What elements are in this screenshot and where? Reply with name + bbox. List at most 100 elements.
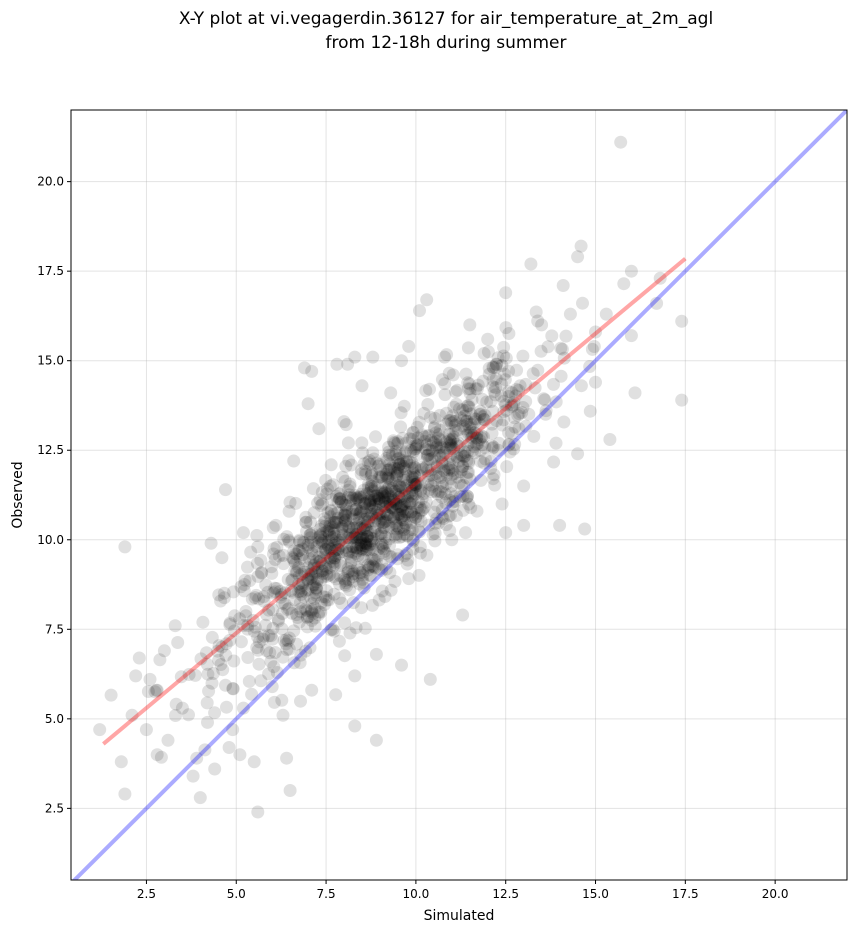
- data-point: [353, 577, 367, 591]
- data-point: [450, 450, 464, 463]
- data-point: [324, 504, 338, 518]
- data-point: [556, 279, 570, 292]
- data-point: [424, 433, 438, 447]
- data-point: [280, 530, 294, 544]
- data-point: [389, 444, 403, 458]
- data-point: [359, 464, 373, 478]
- data-point: [427, 421, 441, 435]
- data-point: [486, 404, 500, 418]
- data-point: [269, 518, 283, 532]
- data-point: [394, 492, 408, 506]
- data-point: [486, 472, 500, 486]
- data-point: [154, 750, 168, 764]
- data-point: [382, 480, 396, 494]
- data-point: [337, 511, 350, 525]
- data-point: [277, 532, 291, 546]
- data-point: [394, 406, 408, 420]
- data-point: [463, 421, 477, 434]
- data-point: [395, 498, 409, 512]
- data-point: [408, 478, 422, 491]
- data-point: [461, 382, 475, 396]
- data-point: [293, 534, 307, 548]
- data-point: [334, 559, 348, 573]
- data-point: [318, 598, 331, 611]
- data-point: [473, 417, 487, 431]
- data-point: [254, 553, 268, 567]
- data-point: [559, 329, 573, 343]
- data-point: [263, 646, 277, 660]
- data-point: [379, 484, 393, 498]
- data-point: [422, 448, 436, 462]
- data-point: [400, 529, 414, 543]
- data-point: [423, 382, 436, 396]
- data-point: [497, 413, 511, 427]
- data-point: [507, 442, 521, 456]
- data-point: [315, 564, 329, 578]
- data-point: [287, 554, 301, 568]
- data-point: [405, 494, 419, 508]
- data-point: [385, 448, 399, 461]
- data-point: [357, 489, 371, 503]
- data-point: [278, 597, 292, 611]
- data-point: [392, 458, 406, 471]
- data-point: [262, 629, 276, 643]
- data-point: [478, 452, 492, 466]
- data-point: [365, 598, 379, 612]
- data-point: [349, 503, 363, 516]
- data-point: [376, 516, 390, 530]
- data-point: [438, 388, 452, 402]
- data-point: [350, 528, 364, 542]
- data-point: [204, 536, 218, 550]
- data-point: [342, 488, 356, 502]
- data-point: [406, 484, 419, 497]
- data-point: [283, 535, 296, 549]
- data-point: [313, 493, 327, 507]
- data-point: [372, 562, 386, 576]
- data-point: [287, 624, 301, 638]
- data-point: [295, 567, 309, 581]
- data-point: [502, 385, 516, 399]
- data-point: [364, 569, 378, 582]
- data-point: [449, 414, 463, 428]
- data-point: [436, 480, 450, 493]
- data-point: [277, 557, 290, 571]
- y-tick-label: 2.5: [45, 801, 64, 815]
- data-point: [274, 588, 288, 602]
- data-point: [349, 546, 363, 560]
- data-point: [430, 460, 444, 474]
- data-point: [315, 564, 329, 578]
- data-point: [378, 530, 392, 544]
- data-point: [402, 572, 416, 586]
- data-point: [350, 541, 364, 555]
- data-point: [547, 455, 561, 469]
- data-point: [262, 603, 276, 617]
- data-point: [281, 603, 295, 616]
- data-point: [360, 518, 374, 532]
- data-point: [400, 557, 414, 571]
- data-point: [282, 642, 296, 656]
- data-point: [461, 490, 474, 503]
- data-point: [267, 695, 281, 709]
- data-point: [304, 515, 317, 529]
- data-point: [227, 654, 241, 668]
- data-point: [383, 462, 396, 476]
- data-point: [348, 350, 362, 364]
- data-point: [571, 250, 585, 264]
- data-point: [374, 514, 388, 528]
- data-point: [430, 459, 444, 473]
- data-point: [287, 656, 301, 670]
- data-point: [371, 491, 385, 505]
- data-point: [296, 576, 310, 589]
- data-point: [311, 496, 325, 510]
- x-tick-label: 5.0: [227, 887, 246, 901]
- data-point: [352, 511, 366, 525]
- data-point: [404, 505, 418, 519]
- data-point: [252, 635, 266, 649]
- data-point: [442, 427, 456, 441]
- data-point: [251, 630, 265, 644]
- data-point: [333, 533, 347, 547]
- data-point: [365, 466, 379, 480]
- data-point: [487, 468, 501, 482]
- data-point: [372, 492, 386, 506]
- data-point: [316, 590, 330, 604]
